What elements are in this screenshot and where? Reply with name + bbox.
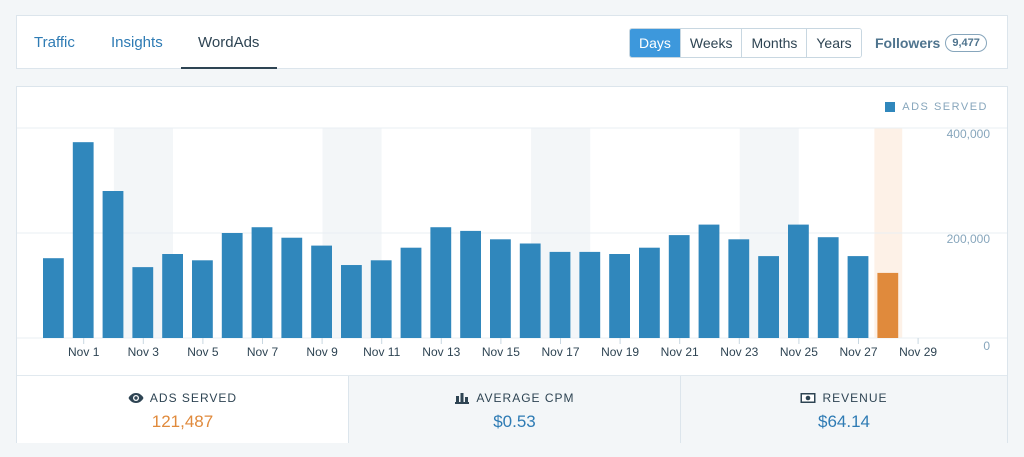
period-years-button[interactable]: Years [806,29,861,57]
y-tick-label: 0 [983,339,990,353]
active-tab-indicator [181,67,277,69]
tab-insights[interactable]: Insights [111,34,163,51]
period-weeks-button[interactable]: Weeks [679,29,742,57]
followers-link[interactable]: Followers 9,477 [875,16,987,70]
bar [400,247,422,338]
tab-wordads[interactable]: WordAds [198,34,260,51]
bar [728,239,750,338]
y-tick-label: 400,000 [947,127,991,141]
period-selector: Days Weeks Months Years [629,28,862,58]
bar [788,224,809,338]
summary-label-average-cpm: AVERAGE CPM [476,391,575,405]
bar [102,191,124,338]
x-tick-label: Nov 27 [839,345,877,359]
bar [341,265,362,338]
stats-navbar: Traffic Insights WordAds Days Weeks Mont… [16,15,1008,69]
bar [72,142,94,338]
bar [162,254,183,338]
x-tick-label: Nov 9 [306,345,338,359]
bar [221,233,243,338]
followers-label: Followers [875,35,941,51]
bar [192,260,213,338]
summary-label-revenue: REVENUE [822,391,888,405]
bar [817,237,839,338]
followers-count-badge: 9,477 [945,34,987,52]
bar [847,256,869,338]
chart-card: ADS SERVED 400,000 200,000 0 Nov 1 Nov 3 Nov … [16,86,1008,443]
summary-tab-revenue[interactable]: REVENUE $64.14 [680,376,1007,443]
x-tick-label: Nov 17 [541,345,579,359]
summary-value-ads-served: 121,487 [151,412,214,431]
bar [549,251,571,338]
bar [519,243,541,338]
bar [370,260,392,338]
tab-traffic[interactable]: Traffic [34,34,75,51]
x-tick-label: Nov 11 [363,345,400,359]
bar [758,256,779,338]
period-months-button[interactable]: Months [741,29,807,57]
x-tick-label: Nov 5 [187,345,219,359]
period-days-button[interactable]: Days [630,29,680,57]
bar [132,267,154,338]
summary-tab-average-cpm[interactable]: AVERAGE CPM $0.53 [348,376,680,443]
bar [281,237,303,338]
summary-value-revenue: $64.14 [818,412,870,431]
bar [311,245,332,338]
chart-legend: ADS SERVED [885,101,988,113]
legend-label: ADS SERVED [902,101,988,113]
x-tick-label: Nov 3 [128,345,160,359]
bar [877,272,899,338]
x-tick-label: Nov 13 [422,345,460,359]
x-tick-label: Nov 25 [780,345,818,359]
bar [579,251,601,338]
x-tick-label: Nov 19 [601,345,639,359]
legend-swatch [885,102,896,112]
summary-label-ads-served: ADS SERVED [149,391,238,405]
summary-value-average-cpm: $0.53 [493,412,536,431]
bar [251,227,273,338]
x-tick-label: Nov 23 [720,345,758,359]
summary-tab-ads-served[interactable]: ADS SERVED 121,487 [17,376,348,443]
bar-chart-icon [455,393,470,404]
bar [460,230,481,338]
bar [43,258,64,338]
bar [698,224,720,338]
summary-tabs: ADS SERVED 121,487 AVERAGE CPM $0.53 [17,375,1007,443]
money-icon [800,393,816,403]
ads-served-bar-chart: 400,000 200,000 0 Nov 1 Nov 3 Nov 5 Nov 7 Nov 9… [17,127,1007,359]
x-tick-label: Nov 7 [247,345,279,359]
bar [490,239,511,338]
bar [609,254,630,338]
bar [430,227,452,338]
x-tick-label: Nov 29 [899,345,937,359]
eye-icon [128,393,144,403]
bar [639,247,660,338]
bar [668,235,690,338]
x-tick-label: Nov 15 [482,345,520,359]
y-tick-label: 200,000 [947,232,991,246]
x-tick-label: Nov 21 [661,345,699,359]
x-tick-label: Nov 1 [68,345,100,359]
